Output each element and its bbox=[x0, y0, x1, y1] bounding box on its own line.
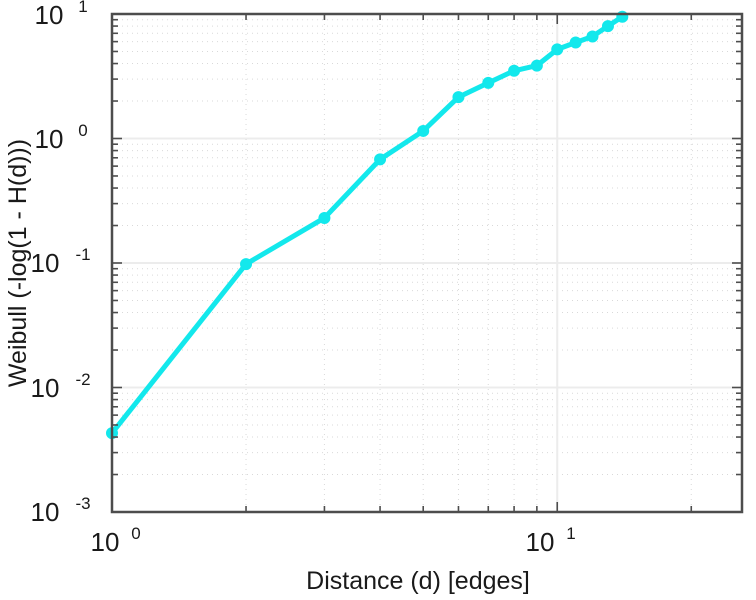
series-marker bbox=[569, 36, 582, 49]
y-tick-exponent: -2 bbox=[75, 370, 90, 389]
x-axis-tick-labels: 10 0 10 1 bbox=[91, 524, 576, 557]
y-tick-exponent: 0 bbox=[78, 121, 87, 140]
y-tick-label-10e-2: 10 -2 bbox=[31, 370, 91, 403]
series-marker bbox=[318, 211, 331, 224]
series-marker bbox=[508, 64, 521, 77]
y-tick-exponent: -1 bbox=[75, 245, 90, 264]
y-tick-label-10e-1: 10 -1 bbox=[31, 245, 91, 278]
y-tick-mantissa: 10 bbox=[35, 124, 64, 154]
series-marker bbox=[530, 59, 543, 72]
y-tick-mantissa: 10 bbox=[31, 248, 60, 278]
series-marker bbox=[374, 153, 387, 166]
series-marker bbox=[586, 30, 599, 43]
series-marker bbox=[601, 20, 614, 33]
y-tick-mantissa: 10 bbox=[31, 497, 60, 527]
y-axis-label: Weibull (-log(1 - H(d))) bbox=[4, 139, 32, 387]
series-marker bbox=[417, 124, 430, 137]
series-marker bbox=[240, 258, 253, 271]
x-tick-label-10e0: 10 0 bbox=[91, 524, 141, 557]
x-axis-label: Distance (d) [edges] bbox=[306, 567, 530, 595]
x-tick-mantissa: 10 bbox=[526, 527, 555, 557]
x-tick-mantissa: 10 bbox=[91, 527, 120, 557]
y-tick-mantissa: 10 bbox=[35, 0, 64, 30]
y-axis-tick-labels: 10 1 10 0 10 -1 10 -2 10 -3 bbox=[31, 0, 91, 527]
x-tick-label-10e1: 10 1 bbox=[526, 524, 576, 557]
y-tick-exponent: -3 bbox=[75, 494, 90, 513]
y-tick-mantissa: 10 bbox=[31, 373, 60, 403]
tick-marks bbox=[111, 13, 742, 513]
series-weibull bbox=[106, 10, 629, 440]
y-tick-label-10e0: 10 0 bbox=[35, 121, 88, 154]
y-tick-exponent: 1 bbox=[78, 0, 87, 16]
x-tick-exponent: 0 bbox=[131, 524, 140, 543]
series-marker bbox=[551, 43, 564, 56]
series-markers bbox=[106, 10, 629, 440]
y-tick-label-10e1: 10 1 bbox=[35, 0, 88, 30]
chart-grid bbox=[111, 13, 742, 513]
series-marker bbox=[452, 91, 465, 104]
y-tick-label-10e-3: 10 -3 bbox=[31, 494, 91, 527]
x-tick-exponent: 1 bbox=[566, 524, 575, 543]
series-marker bbox=[482, 76, 495, 89]
